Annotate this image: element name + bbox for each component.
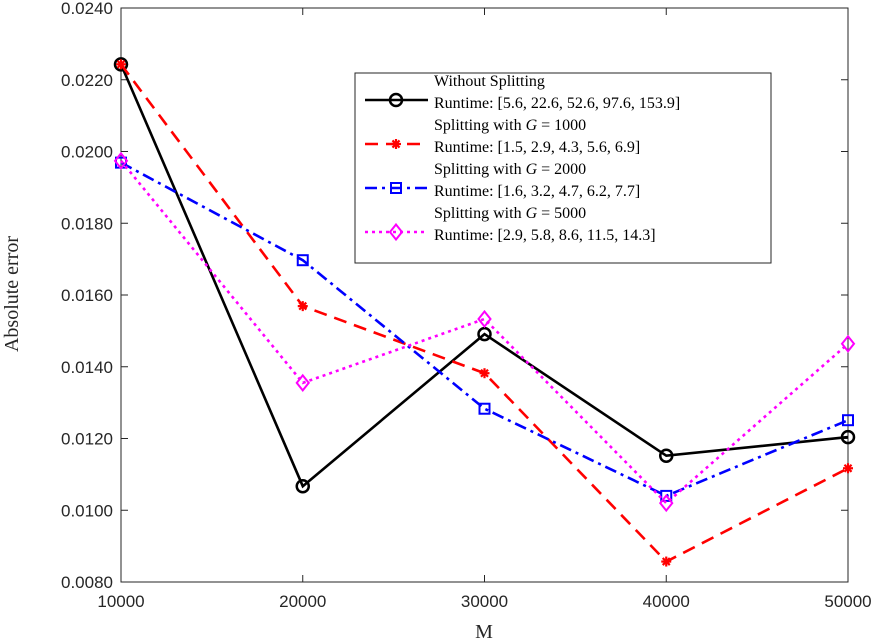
legend-marker-without-circle	[388, 92, 404, 108]
data-point-g5000	[477, 309, 492, 329]
data-point-g5000	[840, 334, 856, 353]
data-point-g1000	[116, 59, 126, 70]
legend-label-var: G	[526, 117, 538, 134]
series-line-g2000	[120, 161, 849, 498]
y-tick-label: 0.0180	[61, 214, 113, 233]
legend-marker-g1000-stroke	[391, 139, 401, 149]
data-point-g5000	[113, 151, 129, 170]
legend-entry-g5000: Splitting with G = 5000 Runtime: [2.9, 5.…	[365, 205, 656, 244]
data-point-g5000-diamond	[840, 334, 856, 353]
y-tick-label: 0.0220	[61, 71, 113, 90]
data-point-g2000	[660, 489, 673, 502]
x-tick-label: 30000	[461, 592, 508, 611]
legend-label-prefix: Splitting with	[434, 117, 526, 134]
legend-entry-g2000: Splitting with G = 2000 Runtime: [1.6, 3.…	[365, 161, 640, 200]
legend-marker-g5000-diamond	[388, 222, 404, 242]
y-tick-label: 0.0140	[61, 358, 113, 377]
legend-marker-g2000-square	[390, 182, 402, 194]
data-point-without	[295, 478, 310, 494]
data-point-g5000-diamond	[295, 373, 311, 392]
legend-label-var: G	[526, 161, 538, 178]
legend-box	[354, 72, 772, 264]
legend-runtime-g5000: Runtime: [2.9, 5.8, 8.6, 11.5, 14.3]	[434, 227, 656, 244]
data-point-without-circle	[113, 57, 129, 72]
x-axis-label: M	[475, 621, 493, 643]
legend-label-prefix: Splitting with	[434, 205, 526, 222]
x-tick-label: 20000	[279, 592, 326, 611]
legend-label-prefix: Splitting with	[434, 161, 526, 178]
data-point-g5000-diamond	[113, 151, 129, 170]
y-tick-label: 0.0100	[61, 501, 113, 520]
y-tick-label: 0.0120	[61, 430, 113, 449]
data-point-g1000	[661, 556, 672, 567]
series-g2000	[115, 156, 854, 502]
legend-runtime-g2000: Runtime: [1.6, 3.2, 4.7, 6.2, 7.7]	[434, 183, 640, 200]
data-point-g2000-square	[660, 489, 673, 502]
data-point-g1000	[297, 301, 308, 312]
y-tick-label: 0.0200	[61, 143, 113, 162]
data-point-g5000	[658, 493, 674, 513]
legend-marker-without	[388, 92, 404, 108]
data-point-without-circle	[295, 478, 310, 494]
data-point-g2000-square	[478, 402, 491, 415]
series-layer	[113, 57, 856, 567]
x-tick-label: 10000	[97, 592, 144, 611]
legend-label-var: G	[526, 205, 538, 222]
data-point-g5000-diamond	[477, 309, 492, 329]
legend-label-g1000: Splitting with G = 1000	[434, 117, 586, 134]
data-point-g2000	[842, 414, 854, 427]
legend-label-without: Without Splitting	[434, 73, 545, 90]
data-point-g1000-stroke	[116, 60, 126, 69]
data-point-g1000	[479, 368, 490, 379]
legend-marker-g5000	[388, 222, 404, 242]
data-point-g1000	[843, 463, 853, 474]
y-tick-label: 0.0080	[61, 573, 113, 592]
axis-ticks: 10000 20000 30000 40000 50000 0.0080 0.0100 0.0…	[61, 0, 872, 611]
legend-label-g2000: Splitting with G = 2000	[434, 161, 586, 178]
data-point-without-circle	[659, 448, 674, 463]
data-point-g1000-stroke	[843, 463, 853, 473]
data-point-g1000-stroke	[661, 557, 671, 566]
data-point-g2000-square	[296, 254, 309, 267]
legend-label-suffix: = 1000	[537, 117, 586, 134]
legend-entry-g1000: Splitting with G = 1000 Runtime: [1.5, 2.…	[365, 117, 640, 156]
y-axis-label: Absolute error	[1, 236, 23, 352]
data-point-without	[840, 429, 856, 445]
data-point-g5000-diamond	[658, 493, 674, 513]
legend-marker-g2000	[390, 182, 402, 194]
data-point-g2000	[478, 402, 491, 415]
data-point-g5000	[295, 373, 311, 392]
data-point-g1000-stroke	[298, 301, 308, 311]
legend: Without Splitting Runtime: [5.6, 22.6, 52…	[354, 72, 772, 264]
series-line-g5000	[119, 159, 849, 505]
y-tick-label: 0.0240	[61, 0, 113, 18]
series-g5000	[113, 151, 856, 513]
legend-label-suffix: = 5000	[537, 205, 586, 222]
legend-label-suffix: = 2000	[537, 161, 586, 178]
legend-marker-g1000	[391, 139, 401, 149]
x-tick-label: 40000	[643, 592, 690, 611]
data-point-without-circle	[840, 429, 856, 445]
legend-runtime-without: Runtime: [5.6, 22.6, 52.6, 97.6, 153.9]	[434, 95, 680, 112]
series-g1000	[116, 59, 853, 567]
legend-label-g5000: Splitting with G = 5000	[434, 205, 586, 222]
data-point-without	[113, 57, 129, 72]
x-tick-label: 50000	[824, 592, 871, 611]
series-line-g1000	[119, 63, 849, 564]
data-point-without	[659, 448, 674, 463]
legend-runtime-g1000: Runtime: [1.5, 2.9, 4.3, 5.6, 6.9]	[434, 139, 640, 156]
data-point-g2000-square	[842, 414, 854, 427]
legend-entry-without: Without Splitting Runtime: [5.6, 22.6, 52…	[365, 73, 680, 112]
y-tick-label: 0.0160	[61, 286, 113, 305]
data-point-g1000-stroke	[480, 368, 489, 378]
data-point-g2000	[296, 254, 309, 267]
